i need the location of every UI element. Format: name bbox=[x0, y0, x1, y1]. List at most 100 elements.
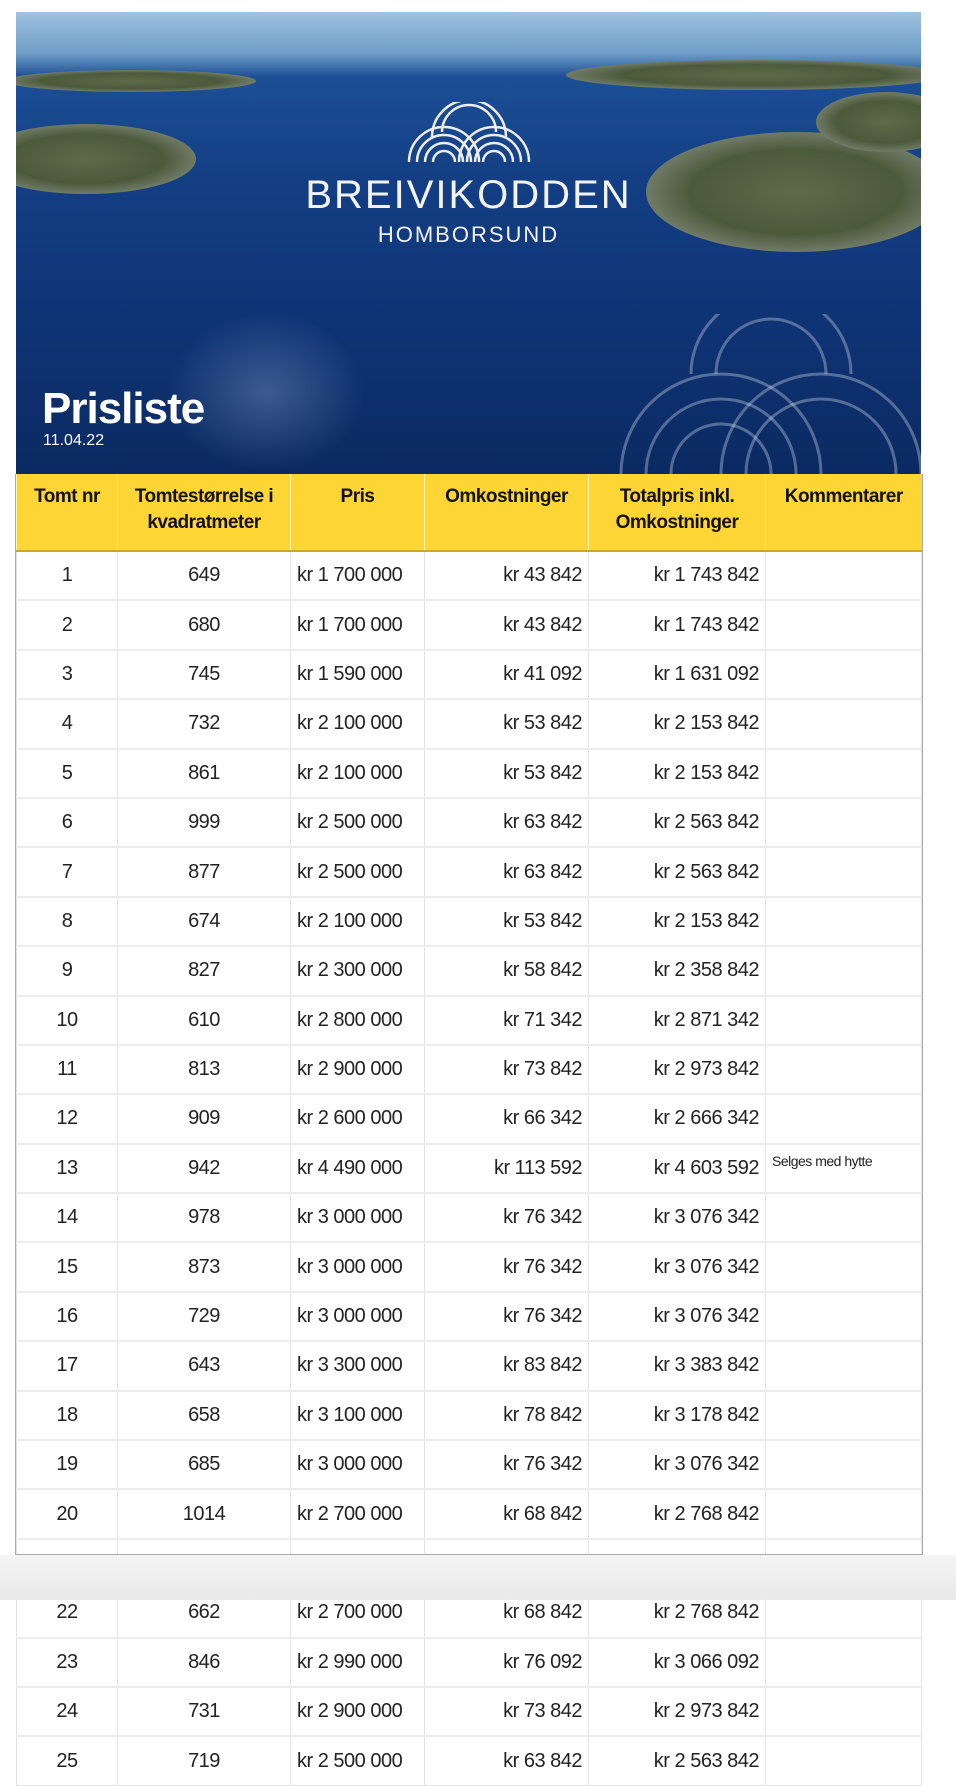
header-total-price: Totalpris inkl. Omkostninger bbox=[588, 474, 766, 552]
cell-plot-size: 827 bbox=[117, 945, 291, 997]
cell-costs: kr 63 842 bbox=[424, 1735, 589, 1786]
cell-plot-size: 674 bbox=[117, 895, 291, 947]
cell-costs: kr 63 842 bbox=[424, 796, 589, 848]
table-row: 2 680 kr 1 700 000 kr 43 842 kr 1 743 842 bbox=[16, 599, 922, 651]
cell-plot-size: 719 bbox=[117, 1735, 291, 1786]
water-glint bbox=[166, 312, 366, 472]
cell-costs: kr 53 842 bbox=[424, 895, 589, 947]
cell-costs: kr 53 842 bbox=[424, 698, 589, 750]
cell-comment bbox=[765, 1735, 922, 1786]
cell-plot-number: 6 bbox=[16, 796, 118, 848]
cell-plot-size: 729 bbox=[117, 1290, 291, 1342]
cell-plot-size: 846 bbox=[117, 1636, 291, 1688]
table-row: 9 827 kr 2 300 000 kr 58 842 kr 2 358 842 bbox=[16, 945, 922, 997]
cell-comment: Selges med hytte bbox=[765, 1142, 922, 1194]
table-row: 18 658 kr 3 100 000 kr 78 842 kr 3 178 842 bbox=[16, 1389, 922, 1441]
hero-image: BREIVIKODDEN HOMBORSUND Prisliste 11.04.… bbox=[16, 12, 921, 474]
cell-plot-number: 24 bbox=[16, 1685, 118, 1737]
cell-comment bbox=[765, 1290, 922, 1342]
cell-total-price: kr 2 563 842 bbox=[588, 846, 766, 898]
price-table: Tomt nr Tomtestørrelse i kvadratmeter Pr… bbox=[16, 474, 922, 1786]
cell-plot-size: 978 bbox=[117, 1192, 291, 1243]
cell-total-price: kr 1 631 092 bbox=[588, 648, 766, 700]
cell-plot-size: 643 bbox=[117, 1340, 291, 1392]
table-row: 6 999 kr 2 500 000 kr 63 842 kr 2 563 842 bbox=[16, 796, 922, 848]
cell-costs: kr 76 342 bbox=[424, 1241, 589, 1293]
cell-plot-number: 15 bbox=[16, 1241, 118, 1293]
cell-plot-number: 7 bbox=[16, 846, 118, 898]
cell-comment bbox=[765, 599, 922, 651]
cell-plot-size: 649 bbox=[117, 549, 291, 601]
cell-plot-number: 23 bbox=[16, 1636, 118, 1688]
cell-plot-number: 10 bbox=[16, 994, 118, 1046]
cell-total-price: kr 4 603 592 bbox=[588, 1142, 766, 1194]
cell-total-price: kr 2 973 842 bbox=[588, 1685, 766, 1737]
cell-plot-number: 11 bbox=[16, 1043, 118, 1095]
table-row: 7 877 kr 2 500 000 kr 63 842 kr 2 563 842 bbox=[16, 846, 922, 898]
cell-plot-number: 1 bbox=[16, 549, 118, 601]
cell-total-price: kr 2 871 342 bbox=[588, 994, 766, 1046]
cell-costs: kr 53 842 bbox=[424, 747, 589, 799]
island-shape bbox=[16, 124, 196, 194]
table-row: 20 1014 kr 2 700 000 kr 68 842 kr 2 768 842 bbox=[16, 1488, 922, 1540]
cell-total-price: kr 3 076 342 bbox=[588, 1439, 766, 1490]
cell-price: kr 2 700 000 bbox=[290, 1488, 425, 1540]
cell-price: kr 1 700 000 bbox=[290, 549, 425, 601]
cell-total-price: kr 2 563 842 bbox=[588, 1735, 766, 1786]
table-row: 15 873 kr 3 000 000 kr 76 342 kr 3 076 342 bbox=[16, 1241, 922, 1293]
cell-costs: kr 73 842 bbox=[424, 1043, 589, 1095]
table-body: 1 649 kr 1 700 000 kr 43 842 kr 1 743 842 2 68… bbox=[16, 549, 922, 1786]
cell-plot-number: 8 bbox=[16, 895, 118, 947]
table-row: 16 729 kr 3 000 000 kr 76 342 kr 3 076 342 bbox=[16, 1290, 922, 1342]
cell-price: kr 3 000 000 bbox=[290, 1439, 425, 1490]
cell-costs: kr 83 842 bbox=[424, 1340, 589, 1392]
cell-comment bbox=[765, 1636, 922, 1688]
cell-plot-size: 680 bbox=[117, 599, 291, 651]
cell-comment bbox=[765, 549, 922, 601]
cell-total-price: kr 2 153 842 bbox=[588, 895, 766, 947]
header-costs: Omkostninger bbox=[424, 474, 589, 552]
cell-plot-number: 18 bbox=[16, 1389, 118, 1441]
cell-comment bbox=[765, 796, 922, 848]
cell-price: kr 2 800 000 bbox=[290, 994, 425, 1046]
cell-price: kr 2 500 000 bbox=[290, 796, 425, 848]
cell-costs: kr 76 092 bbox=[424, 1636, 589, 1688]
header-plot-size: Tomtestørrelse i kvadratmeter bbox=[117, 474, 291, 552]
cell-total-price: kr 3 076 342 bbox=[588, 1192, 766, 1243]
table-row: 1 649 kr 1 700 000 kr 43 842 kr 1 743 842 bbox=[16, 549, 922, 601]
cell-costs: kr 76 342 bbox=[424, 1439, 589, 1490]
cell-plot-size: 745 bbox=[117, 648, 291, 700]
cell-price: kr 2 500 000 bbox=[290, 1735, 425, 1786]
cell-costs: kr 66 342 bbox=[424, 1093, 589, 1145]
table-row: 23 846 kr 2 990 000 kr 76 092 kr 3 066 092 bbox=[16, 1636, 922, 1688]
cell-price: kr 2 300 000 bbox=[290, 945, 425, 997]
table-row: 3 745 kr 1 590 000 kr 41 092 kr 1 631 092 bbox=[16, 648, 922, 700]
cell-plot-number: 25 bbox=[16, 1735, 118, 1786]
cell-plot-number: 19 bbox=[16, 1439, 118, 1490]
island-shape bbox=[646, 132, 921, 252]
cell-plot-size: 999 bbox=[117, 796, 291, 848]
cell-price: kr 3 000 000 bbox=[290, 1192, 425, 1243]
cell-plot-size: 873 bbox=[117, 1241, 291, 1293]
cell-costs: kr 43 842 bbox=[424, 549, 589, 601]
cell-plot-size: 909 bbox=[117, 1093, 291, 1145]
cell-costs: kr 76 342 bbox=[424, 1290, 589, 1342]
price-list-date: 11.04.22 bbox=[43, 432, 105, 449]
table-row: 4 732 kr 2 100 000 kr 53 842 kr 2 153 842 bbox=[16, 698, 922, 750]
cell-price: kr 2 990 000 bbox=[290, 1636, 425, 1688]
cell-costs: kr 76 342 bbox=[424, 1192, 589, 1243]
cell-total-price: kr 3 066 092 bbox=[588, 1636, 766, 1688]
cell-total-price: kr 3 383 842 bbox=[588, 1340, 766, 1392]
cell-costs: kr 113 592 bbox=[424, 1142, 589, 1194]
brand-name: BREIVIKODDEN bbox=[305, 173, 632, 217]
cell-total-price: kr 2 973 842 bbox=[588, 1043, 766, 1095]
header-comments: Kommentarer bbox=[765, 474, 922, 552]
cell-total-price: kr 2 153 842 bbox=[588, 698, 766, 750]
cell-plot-number: 3 bbox=[16, 648, 118, 700]
table-row: 5 861 kr 2 100 000 kr 53 842 kr 2 153 842 bbox=[16, 747, 922, 799]
cell-price: kr 2 600 000 bbox=[290, 1093, 425, 1145]
cell-comment bbox=[765, 1488, 922, 1540]
cell-comment bbox=[765, 1439, 922, 1490]
cell-plot-size: 813 bbox=[117, 1043, 291, 1095]
cell-total-price: kr 1 743 842 bbox=[588, 599, 766, 651]
